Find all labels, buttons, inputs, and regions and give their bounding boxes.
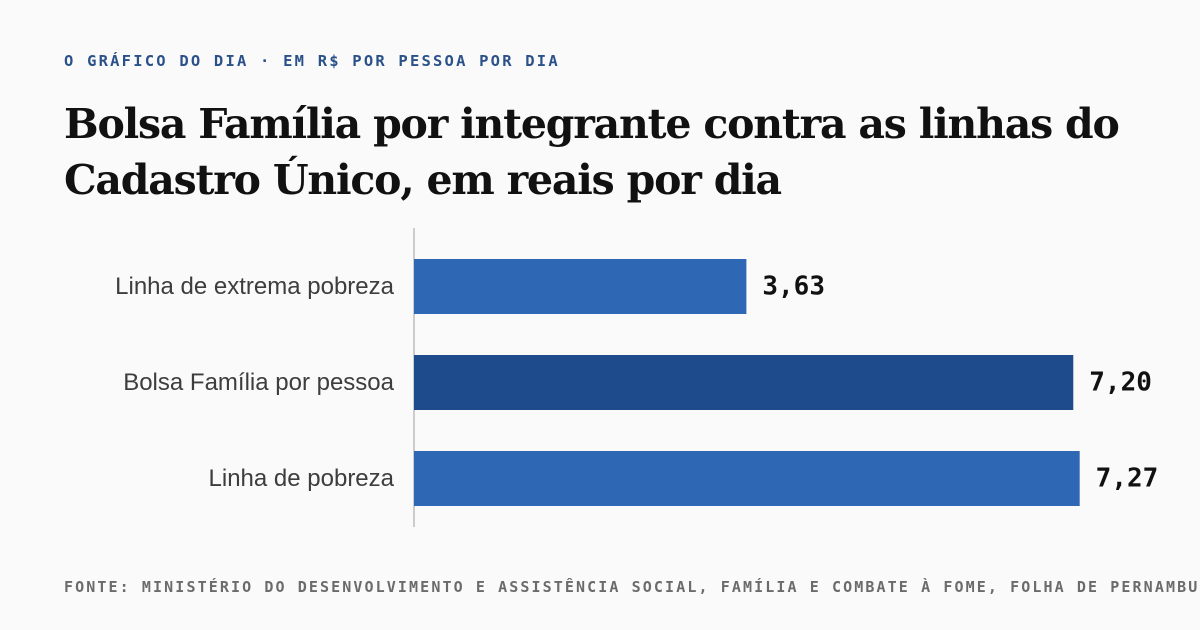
bar-linha-de-extrema-pobreza [414, 259, 747, 314]
source-note: FONTE: MINISTÉRIO DO DESENVOLVIMENTO E A… [64, 578, 1200, 596]
category-label-linha-de-pobreza: Linha de pobreza [209, 465, 395, 492]
category-label-linha-de-extrema-pobreza: Linha de extrema pobreza [115, 273, 395, 300]
value-label-bolsa-familia-por-pessoa: 7,20 [1089, 368, 1152, 398]
value-label-linha-de-extrema-pobreza: 3,63 [762, 272, 825, 302]
chart-kicker: O GRÁFICO DO DIA · EM R$ POR PESSOA POR … [64, 52, 560, 70]
value-label-linha-de-pobreza: 7,27 [1096, 464, 1159, 494]
chart-title: Bolsa Família por integrante contra as l… [64, 100, 1120, 204]
bar-linha-de-pobreza [414, 451, 1080, 506]
bar-bolsa-familia-por-pessoa [414, 355, 1074, 410]
category-label-bolsa-familia-por-pessoa: Bolsa Família por pessoa [123, 369, 394, 396]
